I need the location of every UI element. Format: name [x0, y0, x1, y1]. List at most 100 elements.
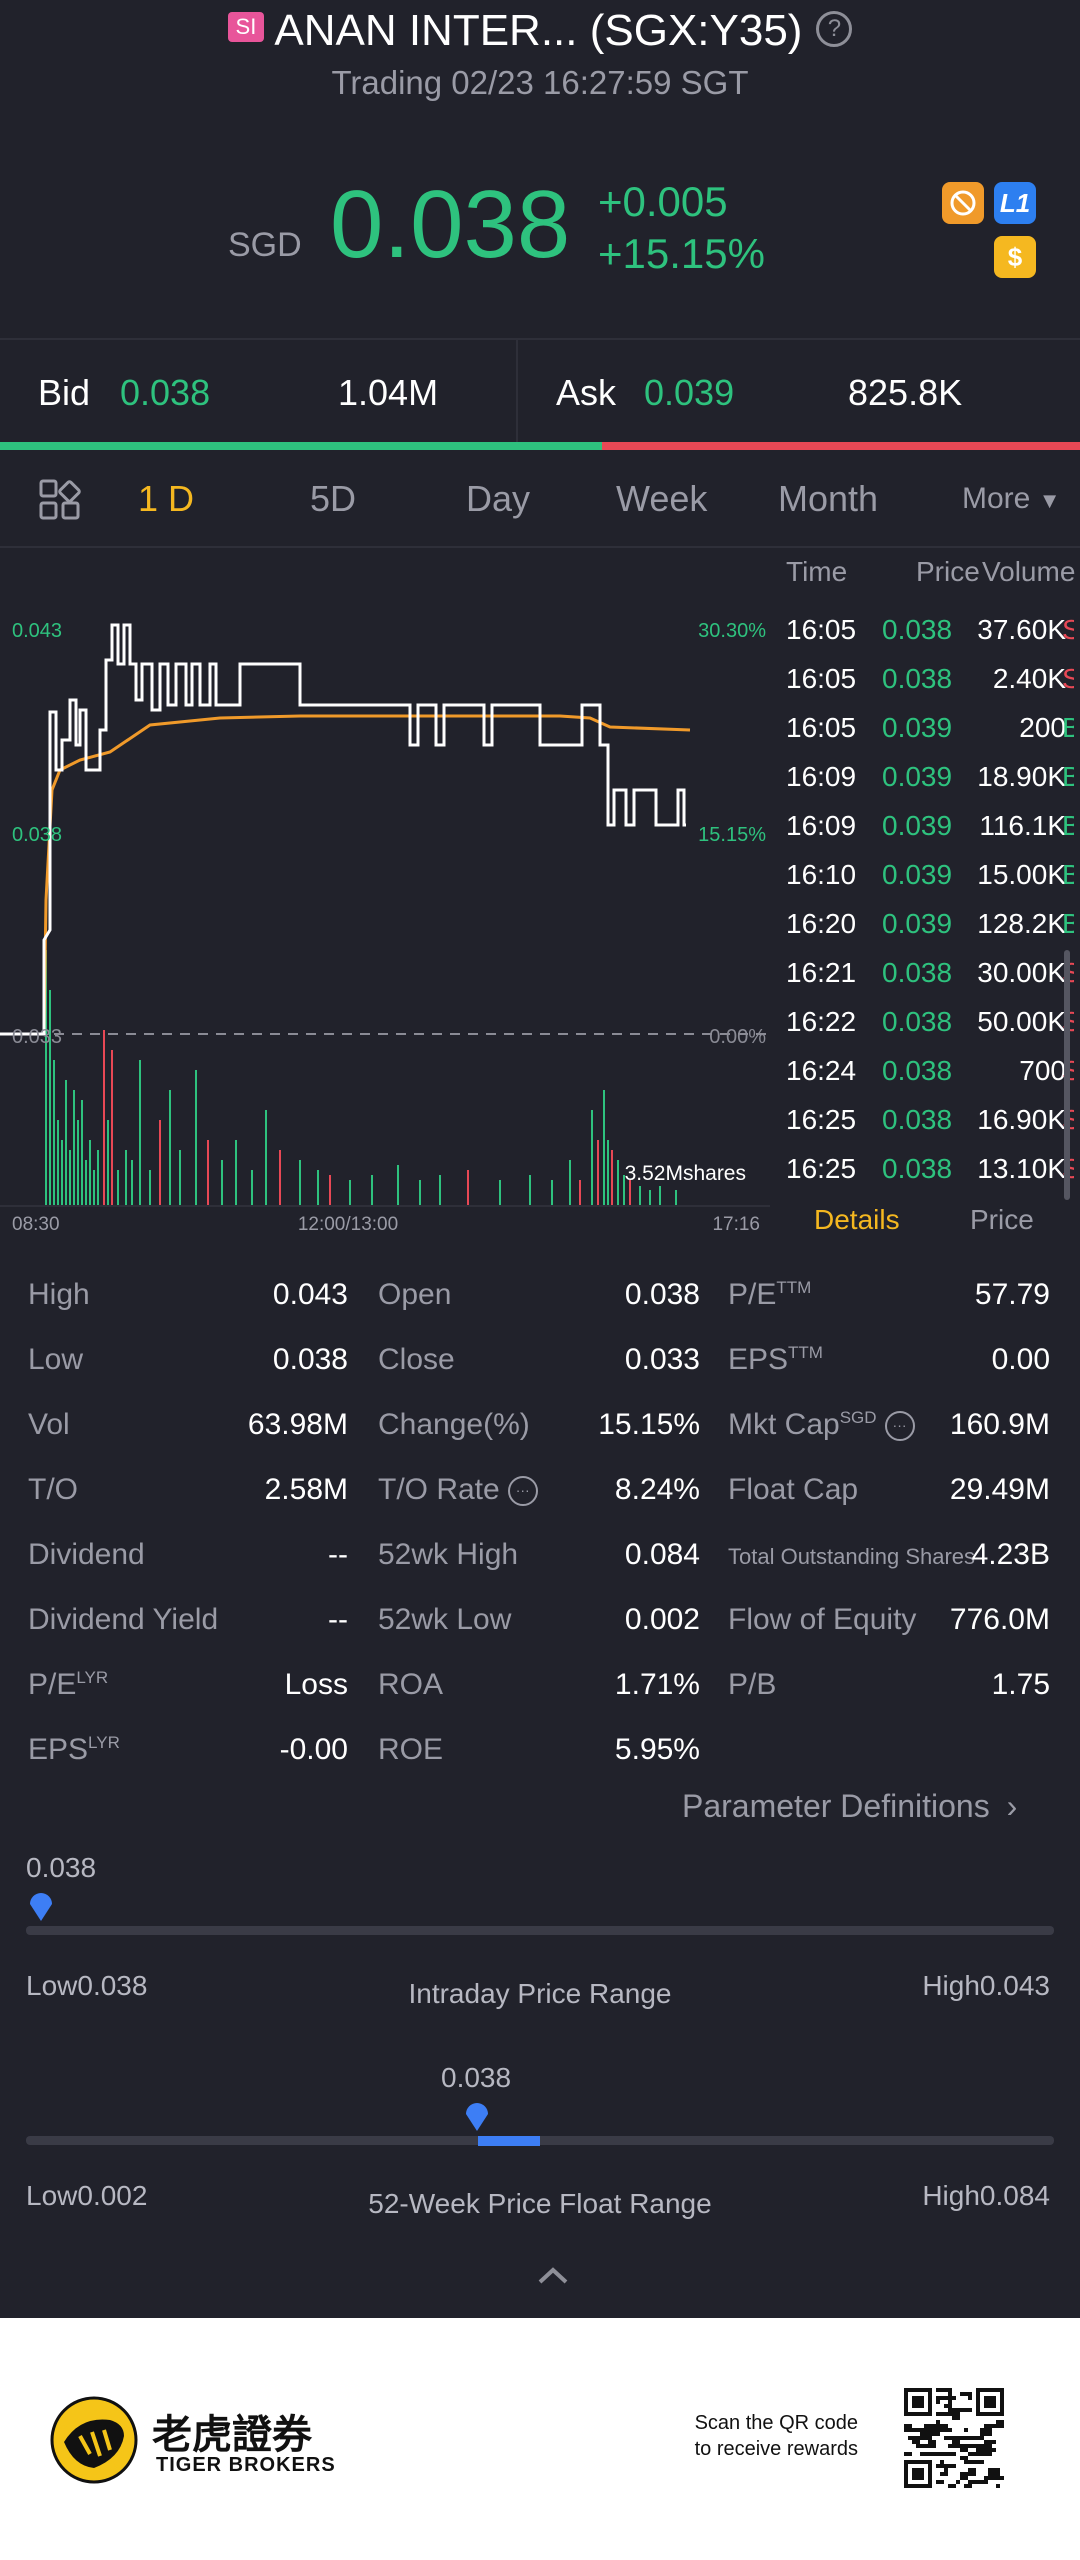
stat-value: -0.00	[279, 1733, 348, 1766]
stat-label: P/B	[728, 1668, 776, 1708]
stat-label: 52wk High	[378, 1538, 518, 1578]
stat-label-sup: LYR	[76, 1668, 109, 1687]
change-amount: +0.005	[598, 178, 728, 225]
trade-price: 0.038	[882, 663, 953, 694]
stat-label-text: P/E	[28, 1668, 77, 1701]
stat-label-text: Float Cap	[728, 1473, 859, 1506]
trade-side: B	[1062, 712, 1074, 743]
bid-ask-divider	[516, 340, 518, 450]
qr-code[interactable]	[904, 2388, 1004, 2488]
stat-value: 1.75	[991, 1668, 1050, 1701]
tab-month[interactable]: Month	[778, 478, 879, 519]
col-volume-header: Volume	[982, 556, 1076, 587]
dollar-icon[interactable]: $	[994, 236, 1036, 278]
trade-price: 0.039	[882, 810, 953, 841]
intraday-high-value: 0.043	[979, 1970, 1050, 2001]
grid-icon[interactable]	[38, 478, 82, 527]
tab-1d[interactable]: 1 D	[138, 478, 195, 519]
stat-label: ROA	[378, 1668, 443, 1708]
parameter-definitions-link[interactable]: Parameter Definitions ›	[682, 1788, 1017, 1825]
bid-label: Bid	[38, 372, 91, 413]
stat-label: Low	[28, 1343, 83, 1383]
stat-label-text: ROA	[378, 1668, 444, 1701]
stat-label-text: Mkt Cap	[728, 1408, 840, 1441]
trade-price: 0.038	[882, 957, 953, 988]
intraday-pin-icon	[30, 1893, 52, 1921]
chevron-up-icon[interactable]	[536, 2264, 570, 2286]
trade-volume: 13.10K	[977, 1153, 1066, 1184]
stat-value: 0.038	[624, 1278, 700, 1311]
stat-label: T/O	[28, 1473, 78, 1513]
trade-volume: 2.40K	[992, 663, 1066, 694]
tab-day[interactable]: Day	[466, 478, 531, 519]
trade-volume: 30.00K	[977, 957, 1066, 988]
intraday-chart[interactable]: 0.043 0.038 0.033 30.30% 15.15% 0.00% 3.…	[0, 552, 780, 1232]
stat-label: Open	[378, 1278, 451, 1318]
stat-label: Dividend Yield	[28, 1603, 218, 1643]
stat-label-text: P/B	[728, 1668, 777, 1701]
trade-price: 0.038	[882, 1153, 953, 1184]
trade-price: 0.038	[882, 1104, 953, 1135]
stat-label-text: Open	[378, 1278, 452, 1311]
stat-label: Mkt CapSGD ···	[728, 1408, 915, 1448]
level1-icon[interactable]: L1	[994, 182, 1036, 224]
trade-price: 0.038	[882, 1006, 953, 1037]
last-price: 0.038	[330, 171, 571, 278]
trade-volume: 18.90K	[977, 761, 1066, 792]
trade-volume: 116.1K	[979, 810, 1066, 841]
intraday-range-title: Intraday Price Range	[408, 1978, 672, 2009]
intraday-range-track	[26, 1926, 1054, 1935]
trade-time: 16:05	[786, 614, 857, 645]
stat-label-text: Dividend Yield	[28, 1603, 219, 1636]
stat-label-text: T/O Rate	[378, 1473, 500, 1506]
stat-label: P/ETTM	[728, 1278, 811, 1318]
tab-price[interactable]: Price	[970, 1204, 1034, 1235]
x-start-label: 08:30	[12, 1214, 60, 1232]
trade-price: 0.039	[882, 859, 953, 890]
week52-range-title: 52-Week Price Float Range	[368, 2188, 712, 2219]
trade-time: 16:20	[786, 908, 857, 939]
chevron-right-icon: ›	[1006, 1788, 1018, 1824]
stat-label: Float Cap	[728, 1473, 858, 1513]
stat-value: 2.58M	[264, 1473, 348, 1506]
stat-value: 15.15%	[598, 1408, 700, 1441]
stat-value: 57.79	[974, 1278, 1050, 1311]
trade-side: B	[1062, 908, 1074, 939]
intraday-current: 0.038	[26, 1852, 97, 1883]
no-margin-icon[interactable]	[942, 182, 984, 224]
stat-label-text: Flow of Equity	[728, 1603, 917, 1636]
ask-label: Ask	[556, 372, 617, 413]
stat-label: Change(%)	[378, 1408, 530, 1448]
volume-bars	[45, 950, 677, 1206]
stat-label: Close	[378, 1343, 455, 1383]
intraday-low-value: 0.038	[77, 1970, 148, 2001]
tab-week[interactable]: Week	[616, 478, 708, 519]
brand-en: TIGER BROKERS	[156, 2454, 336, 2476]
more-info-icon[interactable]: ···	[507, 1476, 538, 1507]
currency-label: SGD	[228, 226, 302, 264]
trade-time: 16:09	[786, 810, 857, 841]
stat-label-text: 52wk High	[378, 1538, 519, 1571]
scan-line2: to receive rewards	[694, 2438, 858, 2460]
stat-value: 160.9M	[949, 1408, 1050, 1441]
week52-range-track	[26, 2136, 1054, 2145]
help-icon[interactable]: ?	[816, 11, 853, 48]
stat-label-text: Change(%)	[378, 1408, 530, 1441]
tab-details[interactable]: Details	[814, 1204, 900, 1235]
more-info-icon[interactable]: ···	[884, 1411, 915, 1442]
stock-name: ANAN INTER... (SGX:Y35)	[274, 6, 803, 55]
y-high-label: 0.043	[12, 620, 62, 642]
average-price-line	[42, 714, 691, 1035]
stat-value: 63.98M	[247, 1408, 348, 1441]
stat-value: 776.0M	[949, 1603, 1050, 1636]
tab-5d[interactable]: 5D	[310, 478, 357, 519]
week52-pin-icon	[466, 2103, 488, 2131]
stat-label: 52wk Low	[378, 1603, 511, 1643]
ask-volume-bar	[602, 442, 1080, 450]
trade-list-scrollbar[interactable]	[1064, 950, 1070, 1200]
stat-value: --	[328, 1538, 348, 1571]
tab-more[interactable]: More ▼	[962, 482, 1060, 516]
stat-label: Vol	[28, 1408, 70, 1448]
stat-value: Loss	[284, 1668, 348, 1701]
trade-time: 16:05	[786, 663, 857, 694]
